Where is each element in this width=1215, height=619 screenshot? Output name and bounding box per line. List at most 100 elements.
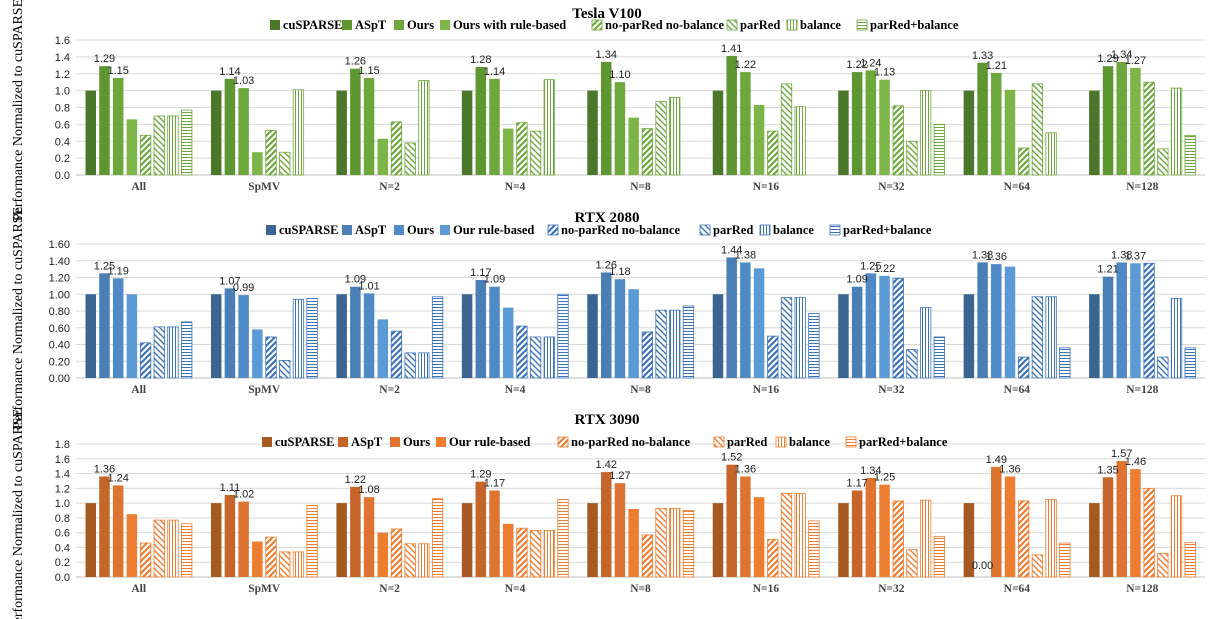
data-label: 1.29 [94, 53, 115, 65]
category-label: N=16 [753, 181, 780, 193]
bar-our-rule-based [377, 532, 389, 577]
legend-entry: Ours [407, 18, 434, 32]
bar-cusparse [587, 90, 598, 175]
bar-parred [279, 151, 291, 176]
legend-entry: Ours [403, 435, 430, 449]
y-tick-label: 0.4 [55, 136, 70, 148]
bar-aspt [601, 472, 612, 577]
bar-cusparse [712, 90, 724, 175]
y-tick-label: 1.6 [55, 35, 70, 47]
category-label: N=8 [630, 583, 651, 595]
bar-cusparse [85, 90, 97, 175]
data-label: 1.27 [609, 470, 630, 482]
y-tick-label: 1.00 [49, 289, 70, 301]
y-tick-label: 0.6 [55, 528, 70, 540]
category-label: N=32 [878, 181, 905, 193]
legend-entry: cuSPARSE [275, 435, 335, 449]
bar-aspt [601, 61, 612, 175]
bar-our-rule-based [628, 509, 639, 577]
chart-panel-2: 0.0 0.2 0.4 0.6 0.8 1.0 1.2 1.4 1.6 1.8 All SpMV N=2… [55, 435, 1205, 595]
bar-ours [1116, 262, 1127, 378]
bar-aspt [851, 72, 863, 175]
legend-entry: no-parRed no-balance [605, 18, 725, 32]
bar-cusparse [838, 90, 849, 175]
legend-swatch [342, 225, 352, 235]
y-tick-label: 0.80 [49, 306, 70, 318]
bar-cusparse [336, 294, 347, 378]
legend-entry: Our rule-based [453, 223, 534, 237]
category-label: N=32 [878, 384, 905, 396]
bar-parred [906, 549, 918, 578]
bar-our-rule-based [879, 484, 890, 577]
bar-ours [363, 293, 375, 378]
bar-parred [529, 336, 542, 379]
bar-ours-with-rule-based [628, 117, 639, 175]
data-label: 1.08 [358, 484, 379, 496]
bar-parred [279, 551, 291, 578]
bar-our-rule-based [1004, 476, 1016, 577]
bar-balance [669, 309, 681, 379]
bar-no-parred-no-balance [767, 130, 779, 176]
bar-parred-balance [557, 293, 569, 379]
bar-parred-balance [808, 313, 820, 379]
bar-no-parred-no-balance [1143, 262, 1155, 379]
y-tick-label: 0.4 [55, 542, 70, 554]
bar-our-rule-based [1130, 469, 1141, 577]
y-axis-label-2080: Performance Normalized to cuSPARSE [11, 207, 26, 429]
bar-ours [740, 476, 751, 577]
bar-cusparse [963, 503, 975, 577]
bar-parred-balance [181, 523, 193, 578]
data-label: 1.36 [94, 464, 115, 476]
y-tick-label: 1.8 [55, 439, 70, 451]
bar-parred [780, 493, 793, 578]
bar-aspt [475, 67, 487, 175]
bar-parred [906, 349, 918, 379]
data-label: 1.25 [874, 472, 895, 484]
panel-title-2080: RTX 2080 [575, 210, 640, 226]
legend-swatch [436, 437, 446, 447]
bar-ours [991, 72, 1002, 175]
data-label: 1.07 [219, 275, 240, 287]
bar-balance [167, 115, 179, 176]
y-tick-label: 1.2 [55, 69, 70, 81]
bar-ours [238, 295, 249, 378]
bar-our-rule-based [753, 497, 765, 577]
category-label: N=2 [379, 384, 400, 396]
bar-ours [614, 82, 626, 175]
data-label: 1.25 [94, 260, 115, 272]
bar-aspt [99, 476, 110, 577]
bar-no-parred-no-balance [390, 528, 403, 578]
bar-aspt [1102, 66, 1114, 175]
legend-entry: cuSPARSE [283, 18, 343, 32]
y-tick-label: 0.8 [55, 513, 70, 525]
data-label: 1.09 [846, 274, 867, 286]
legend-entry: parRed+balance [859, 435, 948, 449]
data-label: 1.38 [1111, 249, 1132, 261]
bar-balance [669, 507, 681, 578]
bar-no-parred-no-balance [892, 277, 904, 379]
data-label: 1.10 [609, 69, 630, 81]
bar-aspt [99, 66, 110, 175]
bar-parred [529, 530, 542, 578]
bar-ours [740, 262, 751, 378]
bar-aspt [475, 280, 487, 378]
bar-ours-with-rule-based [126, 119, 138, 175]
bar-parred-balance [1059, 542, 1071, 578]
legend-entry: Ours [407, 223, 434, 237]
bar-no-parred-no-balance [139, 542, 152, 578]
legend-entry: Our rule-based [449, 435, 530, 449]
legend-entry: no-parRed no-balance [561, 223, 681, 237]
bar-aspt [350, 286, 361, 378]
legend-swatch [338, 437, 348, 447]
bar-parred [1031, 83, 1044, 176]
data-label: 1.18 [609, 266, 630, 278]
bar-no-parred-no-balance [265, 536, 277, 578]
bar-our-rule-based [502, 307, 514, 378]
legend-swatch [829, 224, 841, 236]
y-tick-label: 0.2 [55, 557, 70, 569]
legend-entry: ASpT [355, 223, 387, 237]
legend-entry: ASpT [355, 18, 387, 32]
category-label: SpMV [248, 583, 281, 595]
legend-entry: parRed [727, 435, 767, 449]
